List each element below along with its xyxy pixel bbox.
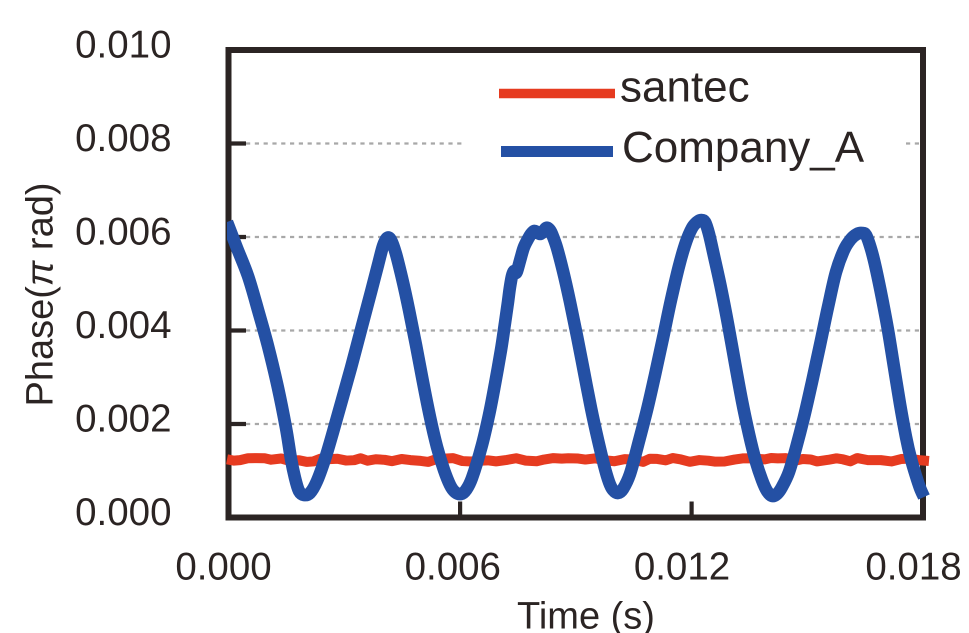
svg-text:Time (s): Time (s) bbox=[517, 595, 655, 633]
svg-text:0.010: 0.010 bbox=[75, 24, 171, 67]
svg-text:santec: santec bbox=[620, 63, 750, 112]
svg-text:0.008: 0.008 bbox=[75, 117, 171, 160]
svg-text:0.018: 0.018 bbox=[865, 546, 961, 589]
svg-text:0.002: 0.002 bbox=[75, 398, 171, 441]
svg-text:0.012: 0.012 bbox=[634, 546, 730, 589]
svg-text:Company_A: Company_A bbox=[622, 123, 865, 172]
svg-text:0.006: 0.006 bbox=[75, 211, 171, 254]
svg-text:0.004: 0.004 bbox=[75, 304, 171, 347]
svg-text:0.000: 0.000 bbox=[175, 546, 271, 589]
svg-text:0.006: 0.006 bbox=[405, 546, 501, 589]
svg-text:0.000: 0.000 bbox=[75, 491, 171, 534]
svg-text:Phase(π rad): Phase(π rad) bbox=[20, 182, 62, 406]
